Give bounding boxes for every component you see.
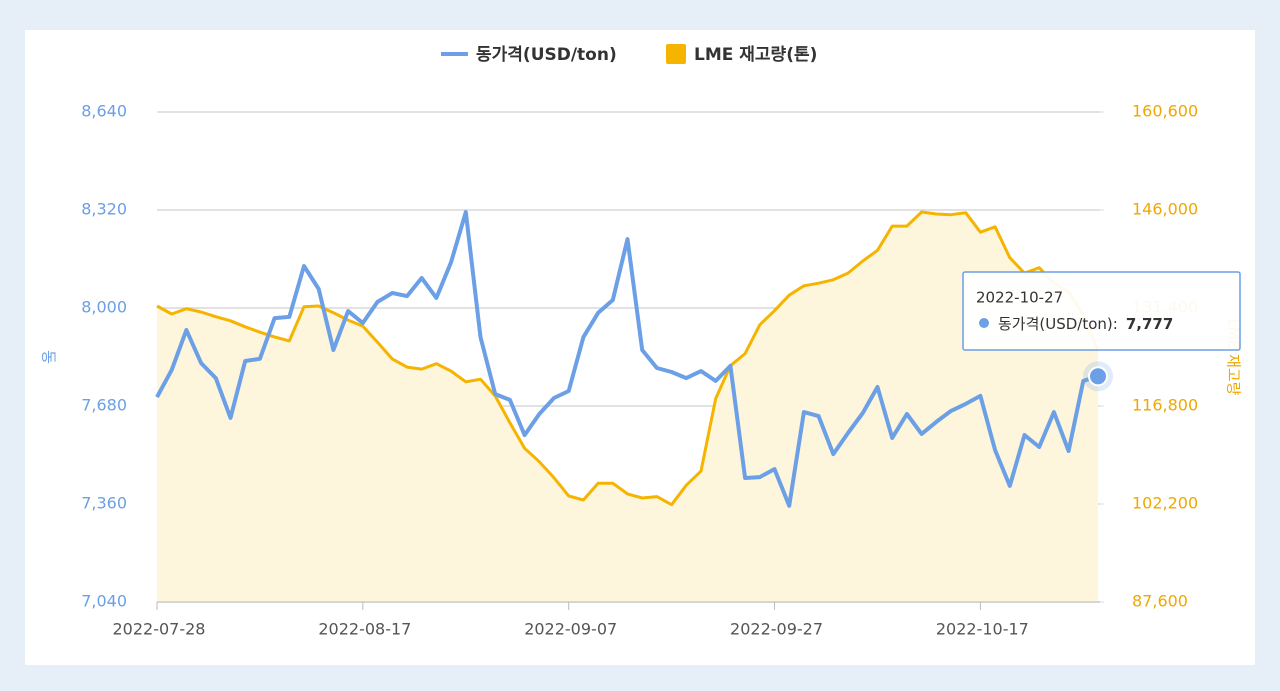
stock-line: [156, 210, 1100, 507]
x-tick-label: 2022-08-17: [318, 620, 411, 639]
tooltip-box: [962, 271, 1241, 351]
y-tick-label: 8,000: [81, 298, 127, 317]
y-tick-label: 8,320: [81, 200, 127, 219]
y-tick-label: 8,640: [81, 102, 127, 121]
tooltip-dot: [979, 318, 989, 328]
y-tick-label: 7,680: [81, 396, 127, 415]
y-tick-label: 7,040: [81, 592, 127, 611]
legend-label: 동가격(USD/ton): [476, 45, 617, 65]
price-line: [155, 210, 1099, 508]
legend: 동가격(USD/ton) LME 재고량(톤): [441, 44, 817, 65]
tooltip-title: 2022-10-27: [976, 289, 1063, 307]
y2-tick-label: 146,000: [1132, 200, 1198, 219]
y-axis-title: 동: [40, 350, 58, 364]
y2-tick-label: 116,800: [1132, 396, 1198, 415]
y2-tick-label: 102,200: [1132, 494, 1198, 513]
legend-swatch-stock: [666, 44, 686, 64]
x-tick-label: 2022-10-17: [936, 620, 1029, 639]
x-tick-label: 2022-09-07: [524, 620, 617, 639]
tooltip-separator: :: [1113, 315, 1118, 333]
tooltip: 2022-10-27 동가격(USD/ton): 7,777: [962, 271, 1241, 351]
stock-area: [157, 212, 1098, 602]
tooltip-series: 동가격(USD/ton): [998, 315, 1113, 333]
x-tick-label: 2022-09-27: [730, 620, 823, 639]
hover-point: [1088, 366, 1108, 387]
y2-tick-label: 160,600: [1132, 102, 1198, 121]
tooltip-value: 7,777: [1126, 315, 1173, 333]
x-tick-label: 2022-07-28: [113, 620, 206, 639]
tooltip-text: 동가격(USD/ton): 7,777: [998, 315, 1173, 333]
y-tick-label: 7,360: [81, 494, 127, 513]
y2-tick-label: 87,600: [1132, 592, 1188, 611]
legend-label: LME 재고량(톤): [694, 45, 817, 65]
